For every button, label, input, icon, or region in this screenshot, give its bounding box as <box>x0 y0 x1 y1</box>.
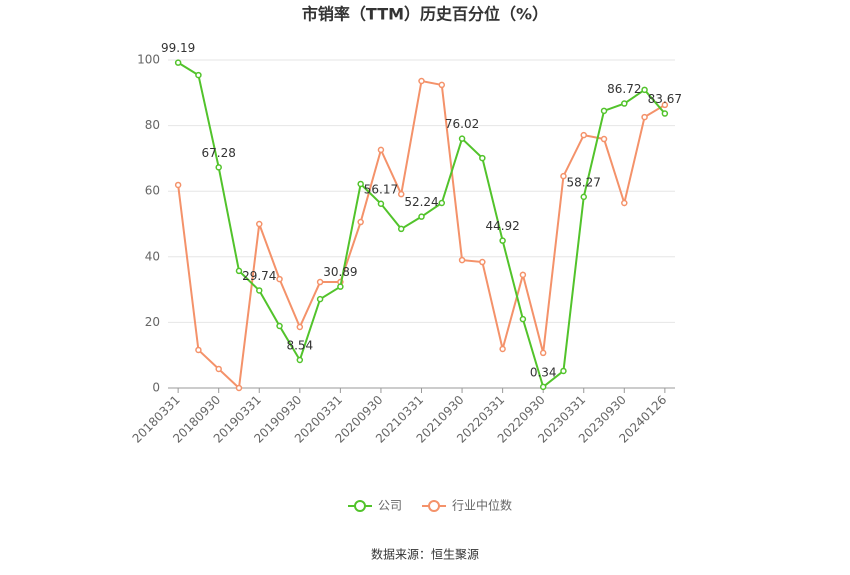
point <box>438 199 446 207</box>
data-label: 52.24 <box>404 195 438 209</box>
data-label: 58.27 <box>567 175 601 189</box>
point <box>397 190 405 198</box>
point <box>235 267 243 275</box>
data-label: 0.34 <box>530 365 557 379</box>
point <box>641 86 648 94</box>
point <box>276 275 283 283</box>
point <box>458 256 466 264</box>
point <box>316 295 324 303</box>
point <box>195 71 202 79</box>
point <box>276 322 283 330</box>
legend-marker <box>428 500 441 512</box>
data-label: 99.19 <box>161 41 195 55</box>
point <box>621 199 628 207</box>
data-label: 29.74 <box>242 269 276 283</box>
point <box>621 100 628 107</box>
point <box>418 213 425 220</box>
point <box>458 135 466 142</box>
point <box>357 218 364 226</box>
point <box>499 345 506 353</box>
point <box>377 146 385 154</box>
point <box>560 367 567 375</box>
data-label: 8.54 <box>286 338 313 352</box>
legend-label: 公司 <box>378 499 402 513</box>
legend-marker <box>354 500 366 512</box>
point <box>560 172 567 180</box>
point <box>174 181 182 189</box>
point <box>600 107 608 115</box>
data-label: 76.02 <box>445 117 479 131</box>
point <box>256 287 263 294</box>
point <box>580 131 587 139</box>
point <box>499 237 506 244</box>
point <box>397 225 405 233</box>
point <box>235 384 243 392</box>
series-line <box>177 79 666 391</box>
point <box>174 59 182 66</box>
chart-title: 市销率（TTM）历史百分位（%） <box>302 5 548 24</box>
data-label: 44.92 <box>485 219 519 233</box>
data-label: 30.89 <box>323 265 357 279</box>
point <box>377 200 385 208</box>
point <box>519 315 527 323</box>
point <box>539 349 547 357</box>
point <box>418 77 425 85</box>
point <box>296 323 304 331</box>
point <box>215 365 222 373</box>
source-note: 数据来源：恒生聚源 <box>371 547 479 562</box>
point <box>256 220 263 228</box>
point <box>479 154 486 162</box>
point <box>641 113 648 121</box>
point <box>479 258 486 266</box>
data-label: 86.72 <box>607 82 641 96</box>
data-label: 67.28 <box>202 146 236 160</box>
point <box>600 135 608 143</box>
y-tick-label: 20 <box>145 315 160 329</box>
legend-label: 行业中位数 <box>452 498 512 513</box>
point <box>337 283 344 290</box>
point <box>357 180 364 188</box>
point <box>661 110 669 117</box>
y-tick-label: 40 <box>145 249 160 263</box>
y-tick-label: 100 <box>137 53 160 67</box>
series-line <box>177 61 666 389</box>
point <box>539 383 547 391</box>
point <box>519 271 527 279</box>
point <box>215 164 222 171</box>
y-tick-label: 60 <box>145 184 160 198</box>
point <box>195 346 202 354</box>
y-tick-label: 80 <box>145 118 160 132</box>
point <box>296 356 304 364</box>
point <box>438 81 446 89</box>
y-tick-label: 0 <box>152 381 160 395</box>
data-label: 56.17 <box>364 182 398 196</box>
point <box>316 278 324 286</box>
point <box>661 101 669 109</box>
data-label: 83.67 <box>648 92 682 106</box>
point <box>580 193 587 201</box>
